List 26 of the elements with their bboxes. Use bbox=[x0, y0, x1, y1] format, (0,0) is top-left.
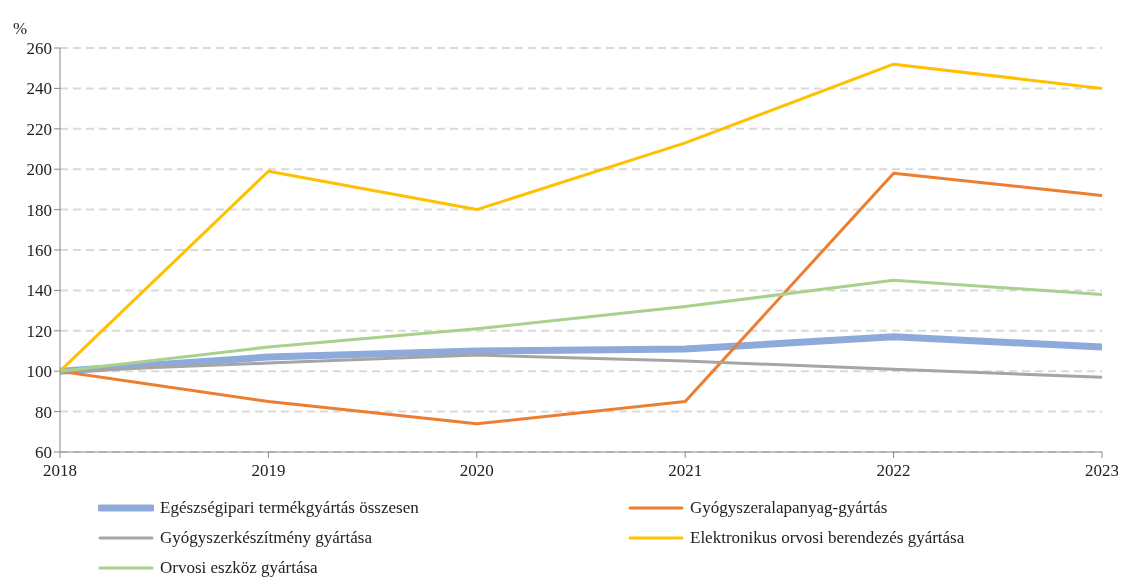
x-tick-label: 2021 bbox=[668, 461, 703, 481]
legend-label: Gyógyszerkészítmény gyártása bbox=[160, 528, 372, 548]
y-tick-label: 60 bbox=[35, 443, 52, 463]
x-tick-label: 2019 bbox=[251, 461, 286, 481]
y-tick-label: 260 bbox=[26, 39, 52, 59]
y-tick-label: 220 bbox=[26, 119, 52, 139]
line-series bbox=[60, 62, 1102, 373]
y-tick-label: 240 bbox=[26, 79, 52, 99]
x-tick-label: 2018 bbox=[43, 461, 77, 481]
y-tick-label: 140 bbox=[26, 281, 52, 301]
y-tick-label: 160 bbox=[26, 241, 52, 261]
y-axis-title: % bbox=[12, 19, 28, 38]
x-tick-label: 2023 bbox=[1085, 461, 1119, 481]
line-series bbox=[60, 353, 1102, 379]
x-tick-label: 2022 bbox=[876, 461, 911, 481]
legend-label: Egészségipari termékgyártás összesen bbox=[160, 498, 419, 518]
line-series bbox=[60, 278, 1102, 373]
y-tick-label: 180 bbox=[26, 200, 52, 220]
legend-label: Gyógyszeralapanyag-gyártás bbox=[690, 498, 888, 518]
y-tick-label: 120 bbox=[26, 321, 52, 341]
x-tick-label: 2020 bbox=[459, 461, 494, 481]
legend-label: Orvosi eszköz gyártása bbox=[160, 558, 318, 578]
legend-label: Elektronikus orvosi berendezés gyártása bbox=[690, 528, 965, 548]
y-tick-label: 200 bbox=[26, 160, 52, 180]
y-tick-label: 100 bbox=[26, 362, 52, 382]
y-tick-label: 80 bbox=[35, 402, 52, 422]
